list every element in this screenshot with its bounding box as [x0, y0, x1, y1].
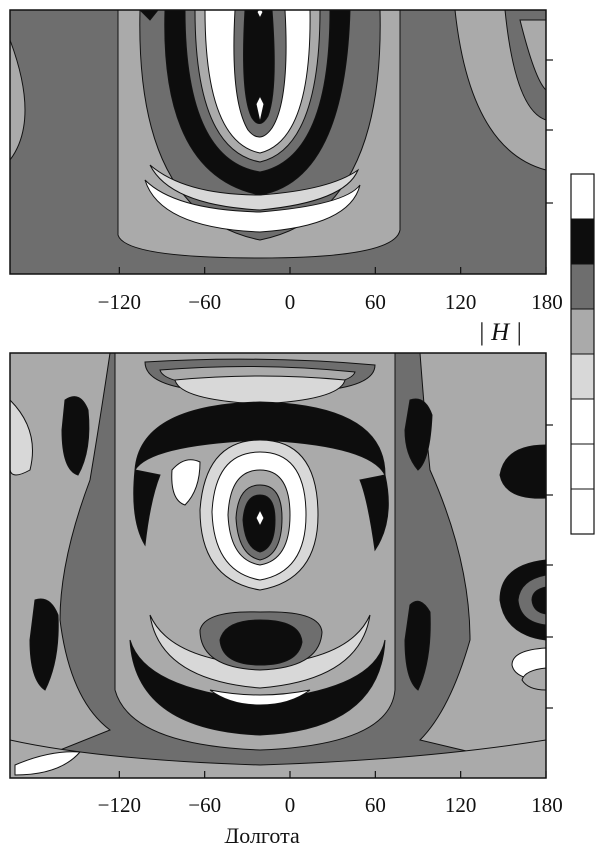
lower-right-ticks — [546, 424, 553, 709]
lower-x-tick-label: 0 — [285, 793, 296, 817]
colorbar-segment — [570, 308, 595, 355]
lower-x-tick-label: −60 — [188, 793, 221, 817]
lower-x-tick-label: 120 — [445, 793, 477, 817]
x-axis-title: Долгота — [224, 823, 300, 843]
upper-contour-plot — [10, 10, 546, 274]
colorbar-segment — [570, 173, 595, 220]
upper-x-ticks: −120 −60 0 60 120 180 — [98, 267, 563, 314]
colorbar-segment — [570, 218, 595, 265]
upper-x-tick-label: −60 — [188, 290, 221, 314]
lower-x-ticks: −120 −60 0 60 120 180 — [98, 771, 563, 817]
upper-right-ticks — [546, 59, 553, 204]
colorbar-segment — [570, 353, 595, 400]
upper-plot-frame — [9, 9, 547, 275]
lower-x-tick-label: 180 — [531, 793, 563, 817]
colorbar: | H | — [478, 173, 595, 535]
lower-contour-plot — [10, 353, 546, 778]
lower-x-tick-label: −120 — [98, 793, 141, 817]
colorbar-label: | H | — [478, 319, 522, 346]
upper-x-tick-label: 60 — [365, 290, 386, 314]
lower-x-tick-label: 60 — [365, 793, 386, 817]
colorbar-segment — [570, 263, 595, 310]
upper-x-tick-label: 180 — [531, 290, 563, 314]
upper-x-tick-label: 120 — [445, 290, 477, 314]
colorbar-frame — [570, 173, 595, 535]
upper-x-tick-label: −120 — [98, 290, 141, 314]
colorbar-segment — [570, 488, 595, 535]
colorbar-segment — [570, 443, 595, 490]
colorbar-segment — [570, 398, 595, 445]
upper-x-tick-label: 0 — [285, 290, 296, 314]
